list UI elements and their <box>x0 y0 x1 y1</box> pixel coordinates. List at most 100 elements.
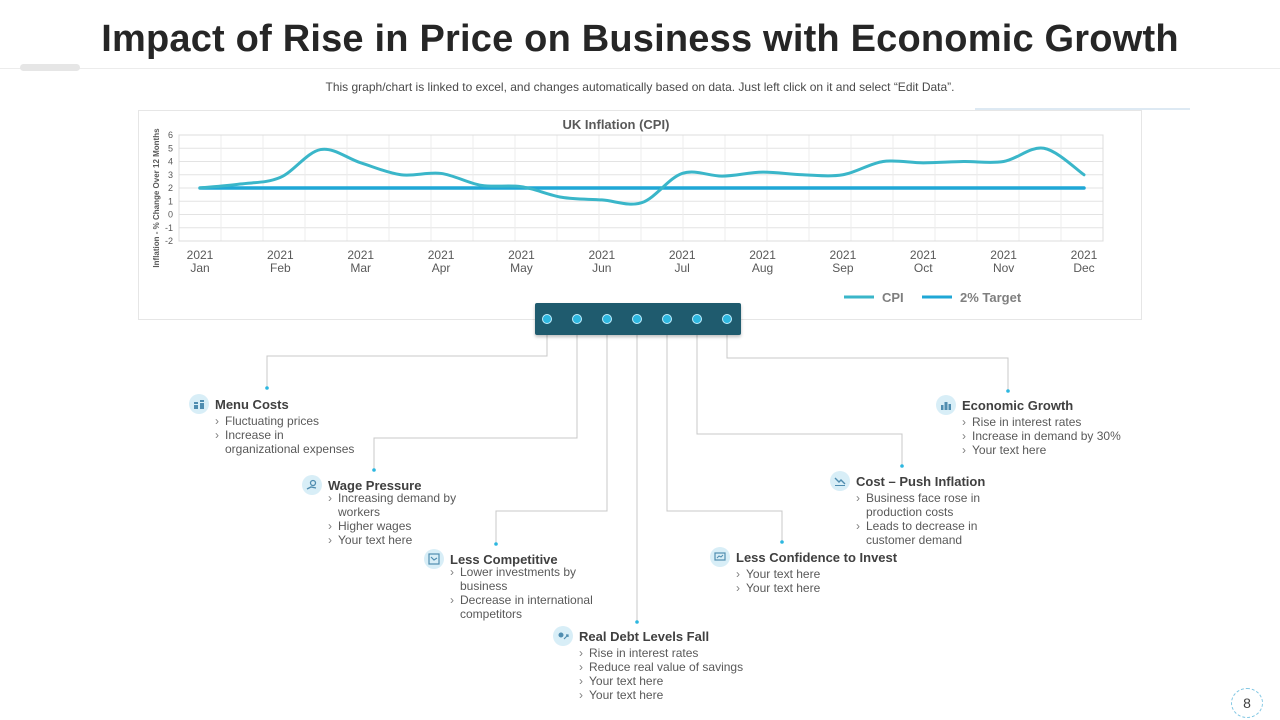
series-cpi-line <box>198 146 1086 206</box>
y-tick-label: 1 <box>168 196 173 206</box>
y-axis-label: Inflation - % Change Over 12 Months <box>152 128 161 268</box>
chart-canvas: -2 -1 0 1 2 3 4 5 6 UK Inflation (CPI) Inflation -… <box>152 117 1104 305</box>
hub-dot <box>572 314 582 324</box>
legend-label: 2% Target <box>960 290 1022 305</box>
item-less-competitive: Less Competitive Lower investments by bu… <box>424 549 614 621</box>
cpi-line-chart[interactable]: -2 -1 0 1 2 3 4 5 6 UK Inflation (CPI) Inflation -… <box>138 110 1142 320</box>
x-tick-label-month: Nov <box>993 261 1014 275</box>
bullet: Leads to decrease in customer demand <box>856 519 996 547</box>
x-tick-label-month: Sep <box>832 261 854 275</box>
hub-dot <box>542 314 552 324</box>
hub-dot <box>662 314 672 324</box>
x-tick-label-year: 2021 <box>267 248 294 262</box>
connector-end-dot <box>635 620 639 624</box>
bullet: Lower investments by business <box>450 565 595 593</box>
hand-money-icon <box>302 475 322 495</box>
x-tick-label-year: 2021 <box>428 248 455 262</box>
connector-line <box>666 335 783 542</box>
title-divider <box>0 68 1280 69</box>
connector-line <box>495 335 608 544</box>
connector-end-dot <box>1006 389 1010 393</box>
bullet: Increasing demand by workers <box>328 491 466 519</box>
y-tick-label: 3 <box>168 170 173 180</box>
slide-title: Impact of Rise in Price on Business with… <box>101 18 1179 60</box>
item-cost-push: Cost – Push Inflation Business face rose… <box>830 471 1030 547</box>
item-title: Cost – Push Inflation <box>856 473 986 489</box>
bullet: Business face rose in production costs <box>856 491 996 519</box>
connector-end-dot <box>265 386 269 390</box>
item-title: Economic Growth <box>962 397 1074 413</box>
bullet: Rise in interest rates <box>579 646 753 660</box>
item-title: Less Competitive <box>450 551 558 567</box>
y-tick-label: 4 <box>168 157 173 167</box>
x-tick-label-month: Aug <box>752 261 773 275</box>
x-tick-label-year: 2021 <box>1071 248 1098 262</box>
bullet: Decrease in international competitors <box>450 593 605 621</box>
item-title: Less Confidence to Invest <box>736 549 898 565</box>
bullet: Your text here <box>962 443 1156 457</box>
subtitle-accent-line <box>975 108 1190 110</box>
connector-line <box>373 335 578 470</box>
presentation-icon <box>710 547 730 567</box>
bullet: Your text here <box>579 688 753 702</box>
hub-dot <box>692 314 702 324</box>
bullet: Your text here <box>579 674 753 688</box>
item-economic-growth: Economic Growth Rise in interest rates I… <box>936 395 1156 457</box>
hub-dot <box>722 314 732 324</box>
x-tick-label-year: 2021 <box>588 248 615 262</box>
bullet: Your text here <box>736 581 930 595</box>
coins-icon <box>189 394 209 414</box>
connector-line <box>696 335 903 466</box>
x-tick-label-month: Jun <box>592 261 611 275</box>
debt-icon <box>553 626 573 646</box>
title-tab-decoration <box>20 64 80 71</box>
slide-subtitle: This graph/chart is linked to excel, and… <box>325 80 955 94</box>
city-growth-icon <box>936 395 956 415</box>
bullet: Higher wages <box>328 519 482 533</box>
bullet: Fluctuating prices <box>215 414 369 428</box>
item-wage-pressure: Wage Pressure Increasing demand by worke… <box>302 475 482 547</box>
page-number: 8 <box>1231 688 1263 718</box>
x-tick-label-year: 2021 <box>347 248 374 262</box>
bullet: Reduce real value of savings <box>579 660 753 674</box>
connector-end-dot <box>494 542 498 546</box>
connector-end-dot <box>900 464 904 468</box>
x-tick-label-year: 2021 <box>990 248 1017 262</box>
y-tick-label: 0 <box>168 210 173 220</box>
connector-line <box>266 335 548 388</box>
item-real-debt: Real Debt Levels Fall Rise in interest r… <box>553 626 753 702</box>
item-title: Wage Pressure <box>328 477 422 493</box>
bullet: Increase in organizational expenses <box>215 428 355 456</box>
x-tick-label-year: 2021 <box>830 248 857 262</box>
hub-bar <box>535 303 741 335</box>
x-tick-label-year: 2021 <box>669 248 696 262</box>
y-tick-label: -1 <box>165 223 173 233</box>
x-tick-label-month: May <box>510 261 533 275</box>
item-menu-costs: Menu Costs Fluctuating prices Increase i… <box>189 394 369 456</box>
hub-dot <box>632 314 642 324</box>
x-tick-label-year: 2021 <box>508 248 535 262</box>
bullet: Increase in demand by 30% <box>962 429 1156 443</box>
x-tick-label-month: Mar <box>350 261 371 275</box>
item-title: Real Debt Levels Fall <box>579 628 710 644</box>
connector-end-dot <box>372 468 376 472</box>
bullet: Your text here <box>736 567 930 581</box>
plot-area <box>178 134 1104 242</box>
trend-down-icon <box>830 471 850 491</box>
y-tick-label: 2 <box>168 183 173 193</box>
x-tick-label-year: 2021 <box>910 248 937 262</box>
legend-label: CPI <box>882 290 904 305</box>
y-tick-label: -2 <box>165 236 173 246</box>
x-tick-label-month: Jul <box>675 261 690 275</box>
connector-end-dot <box>780 540 784 544</box>
item-less-confidence: Less Confidence to Invest Your text here… <box>710 547 930 595</box>
bullet: Your text here <box>328 533 482 547</box>
x-tick-label-month: Feb <box>270 261 291 275</box>
y-tick-label: 5 <box>168 143 173 153</box>
chart-down-icon <box>424 549 444 569</box>
x-tick-label-year: 2021 <box>187 248 214 262</box>
x-tick-label-year: 2021 <box>749 248 776 262</box>
x-tick-label-month: Apr <box>432 261 451 275</box>
x-tick-label-month: Jan <box>190 261 209 275</box>
